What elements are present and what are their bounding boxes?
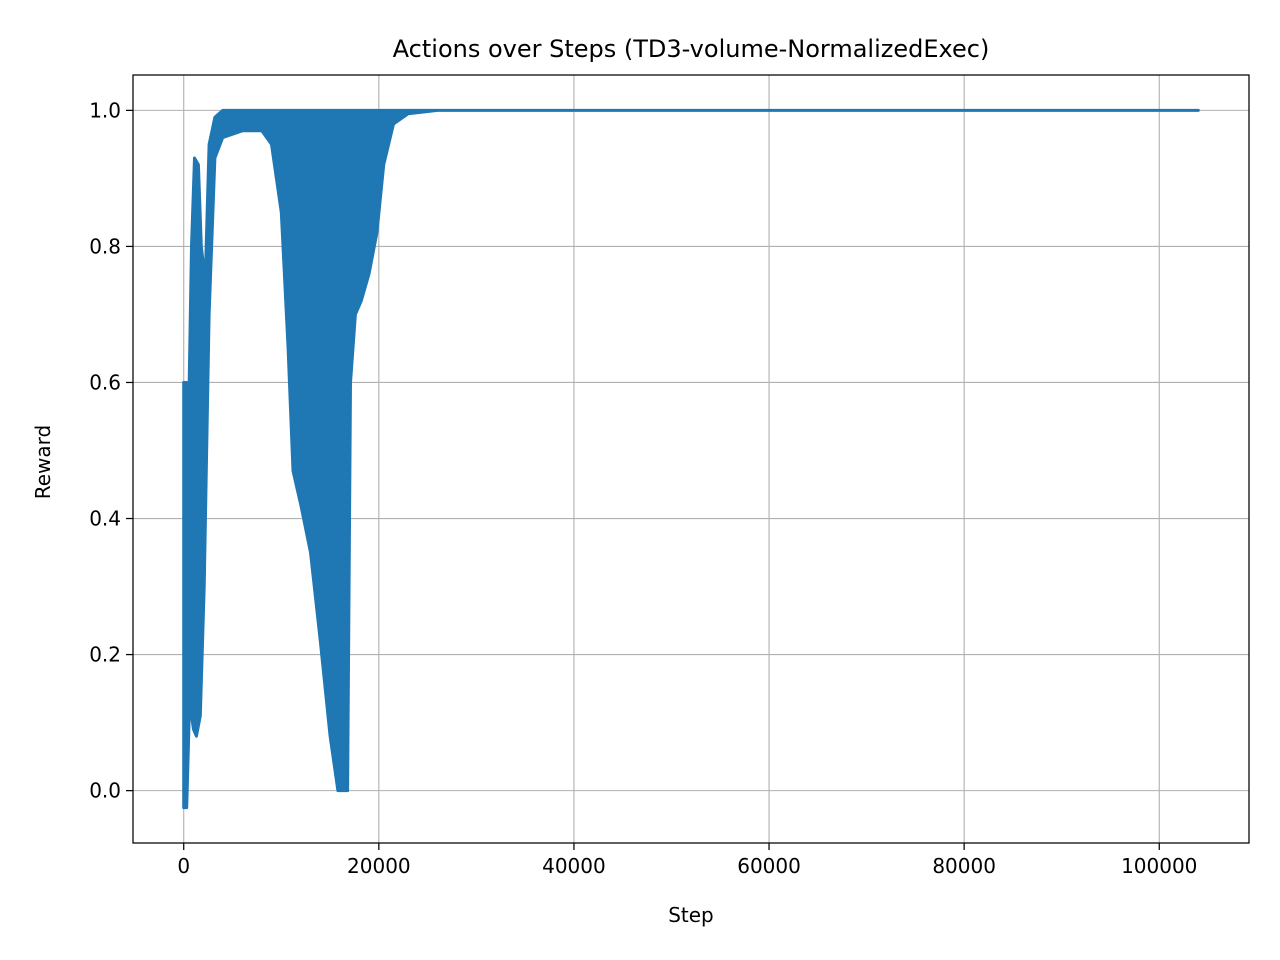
x-tick-label: 40000 [542, 854, 606, 878]
y-tick-label: 0.8 [89, 234, 121, 258]
series-reward [182, 108, 1200, 810]
y-tick-label: 0.4 [89, 507, 121, 531]
chart-title: Actions over Steps (TD3-volume-Normalize… [393, 35, 990, 63]
x-tick-label: 100000 [1121, 854, 1197, 878]
x-tick-label: 0 [177, 854, 190, 878]
y-tick-label: 0.2 [89, 643, 121, 667]
y-tick-label: 0.6 [89, 370, 121, 394]
x-tick-label: 20000 [347, 854, 411, 878]
x-axis-label: Step [668, 903, 714, 927]
y-axis-label: Reward [31, 425, 55, 499]
y-tick-label: 1.0 [89, 98, 121, 122]
y-axis-ticks: 0.0 0.2 0.4 0.6 0.8 1.0 [89, 98, 133, 803]
y-tick-label: 0.0 [89, 779, 121, 803]
reward-line-band [182, 108, 1200, 810]
x-tick-label: 80000 [932, 854, 996, 878]
x-axis-ticks: 0 20000 40000 60000 80000 100000 [177, 843, 1197, 878]
axes-frame [132, 74, 1250, 844]
x-tick-label: 60000 [737, 854, 801, 878]
